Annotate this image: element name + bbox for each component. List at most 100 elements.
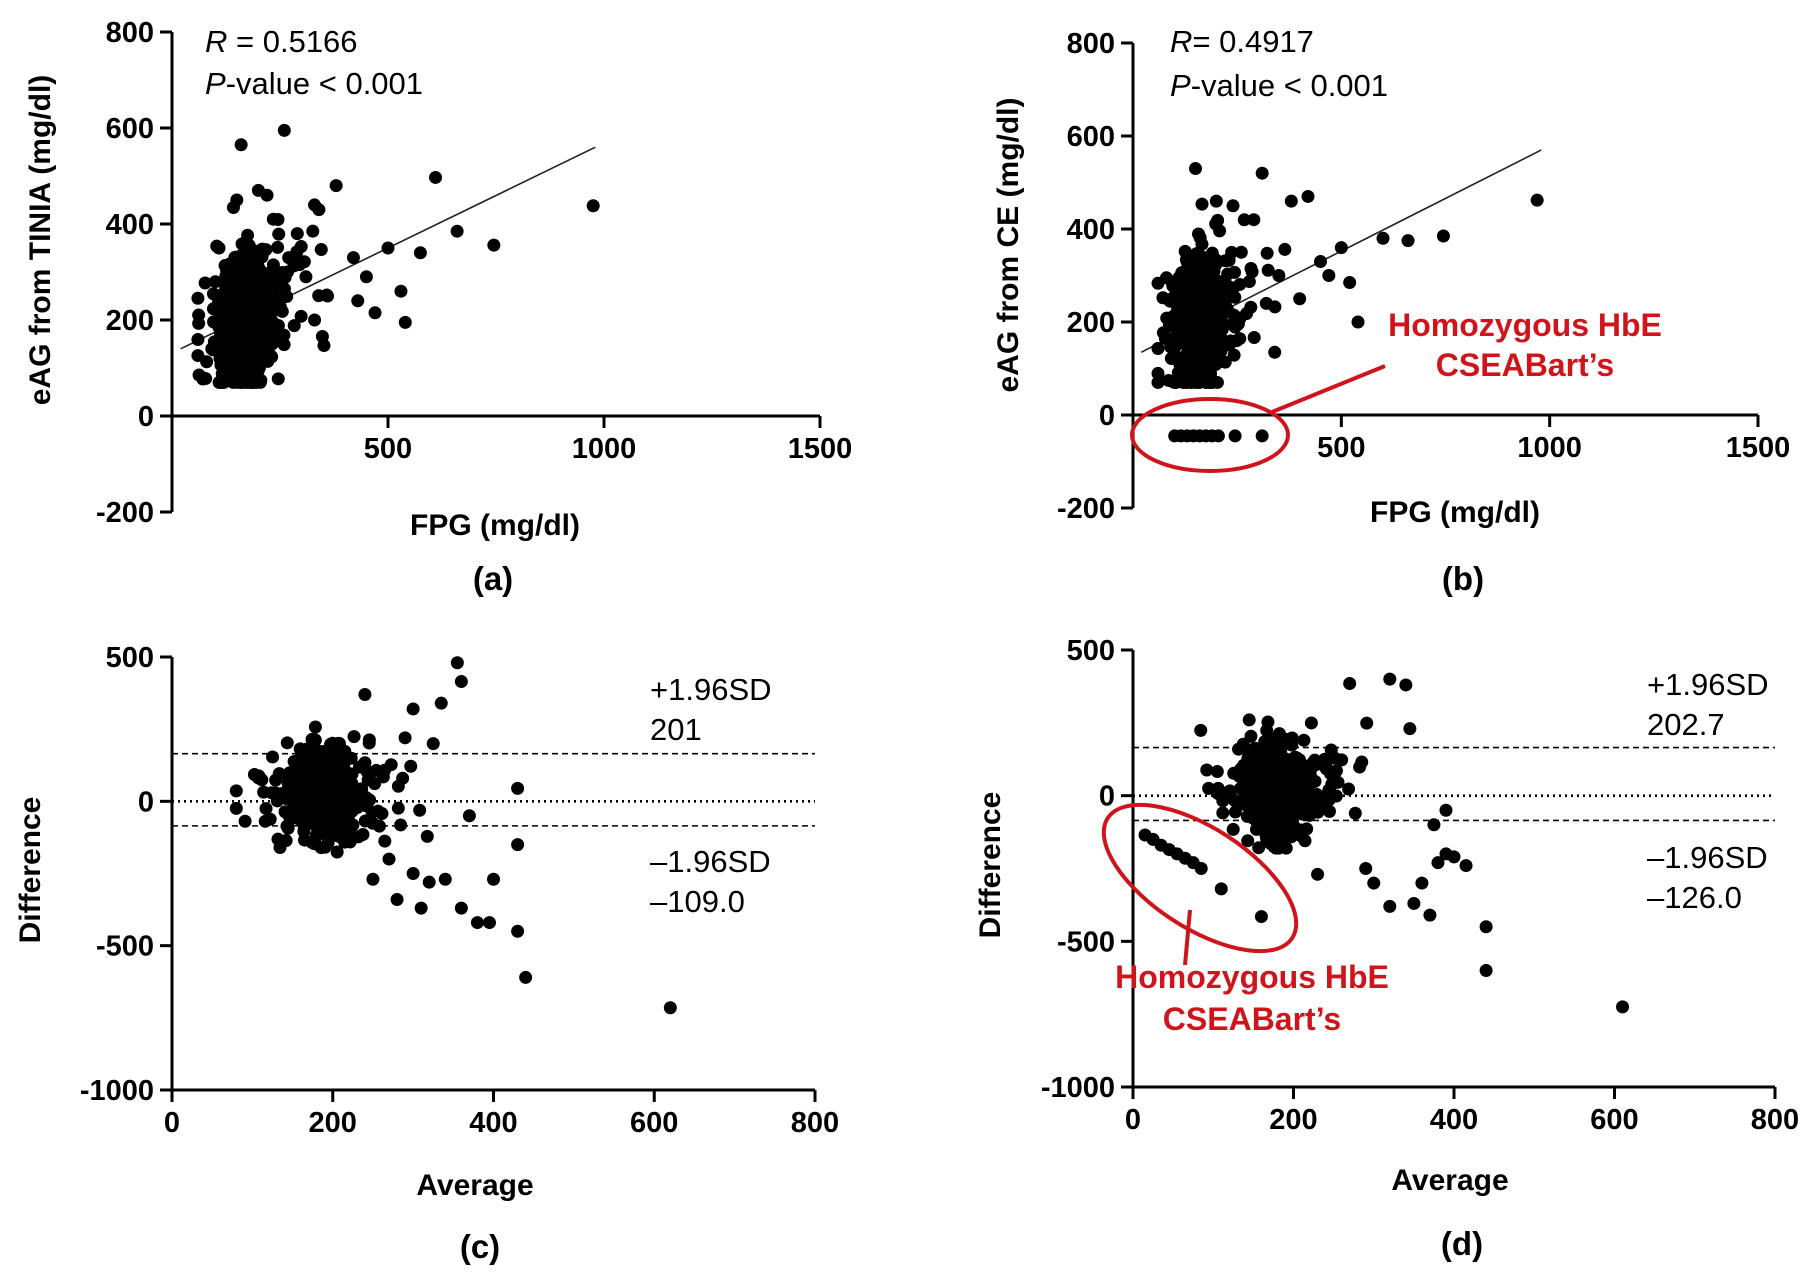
data-point <box>1233 770 1247 784</box>
data-point <box>1207 256 1221 270</box>
data-point <box>292 812 306 826</box>
data-point <box>372 819 386 833</box>
data-point <box>322 797 336 811</box>
data-point <box>306 224 320 238</box>
data-point <box>1210 765 1224 779</box>
data-point <box>278 270 292 284</box>
data-point <box>242 278 256 292</box>
data-point <box>1272 781 1286 795</box>
panel-d-outlier-ellipse <box>1101 802 1299 954</box>
data-point <box>1479 963 1493 977</box>
x-tick-label: 600 <box>630 1107 678 1139</box>
data-point <box>359 799 373 813</box>
data-point <box>1250 811 1264 825</box>
y-tick-label: 600 <box>106 113 154 145</box>
data-point <box>396 771 410 785</box>
data-point <box>323 826 337 840</box>
panel-b-y-label: eAG from CE (mg/dl) <box>992 97 1025 392</box>
data-point <box>259 243 273 257</box>
data-point <box>225 365 239 379</box>
data-point <box>1247 331 1261 345</box>
data-point <box>191 349 205 363</box>
panel-d-upper-limit-label: +1.96SD <box>1647 667 1769 702</box>
panel-d-x-axis: 0 200 400 600 800 <box>1125 1085 1799 1136</box>
data-point <box>338 776 352 790</box>
data-point <box>1278 242 1292 256</box>
data-point <box>381 241 395 255</box>
data-point <box>315 329 329 343</box>
data-point <box>1343 677 1357 691</box>
data-point <box>1237 758 1251 772</box>
data-point <box>1181 302 1195 316</box>
data-point <box>1216 806 1230 820</box>
y-tick-label: 0 <box>1099 781 1115 813</box>
data-point <box>454 675 468 689</box>
data-point <box>315 816 329 830</box>
y-tick-label: -200 <box>1057 493 1115 525</box>
data-point <box>1459 859 1473 873</box>
data-point <box>1189 162 1202 176</box>
data-point <box>1439 803 1453 817</box>
panel-d-x-label: Average <box>1391 1164 1508 1197</box>
data-point <box>1171 280 1185 294</box>
data-point <box>259 342 273 356</box>
y-tick-label: 200 <box>1067 307 1115 339</box>
data-point <box>511 838 525 852</box>
data-point <box>351 830 365 844</box>
data-point <box>1314 255 1327 269</box>
data-point <box>359 270 373 284</box>
data-point <box>243 287 257 301</box>
data-point <box>398 731 412 745</box>
data-point <box>1259 296 1273 310</box>
data-point <box>1299 805 1313 819</box>
data-point <box>1227 348 1241 362</box>
data-point <box>1268 345 1282 359</box>
data-point <box>299 270 313 284</box>
data-point <box>251 183 265 197</box>
data-point <box>1310 788 1324 802</box>
data-point <box>1367 876 1381 890</box>
data-point <box>1222 338 1236 352</box>
data-point <box>1195 197 1209 211</box>
data-point <box>1334 241 1348 255</box>
data-point <box>586 199 600 213</box>
panel-c-y-axis: -1000 -500 0 500 <box>80 642 174 1107</box>
panel-d-annotation-line-2: CSEABart’s <box>1163 1001 1341 1037</box>
data-point <box>366 872 380 886</box>
data-point <box>1241 834 1255 848</box>
data-point <box>376 770 390 784</box>
data-point <box>1234 245 1248 259</box>
data-point <box>1342 782 1356 796</box>
data-point <box>1179 354 1193 368</box>
panel-a-eag-tinia-vs-fpg: -200 0 200 400 600 800 500 1000 1500 R = 0.5166… <box>24 17 852 597</box>
x-tick-label: 1000 <box>572 433 637 465</box>
x-tick-label: 1500 <box>1726 432 1791 464</box>
data-point <box>337 764 351 778</box>
data-point <box>1151 375 1165 389</box>
data-point <box>282 251 296 265</box>
data-point <box>1297 733 1311 747</box>
data-point <box>1232 315 1246 329</box>
x-tick-label: 500 <box>1317 432 1365 464</box>
data-point <box>1284 194 1298 208</box>
data-point <box>1415 876 1429 890</box>
y-tick-label: 0 <box>1099 400 1115 432</box>
data-point <box>1195 237 1209 251</box>
panel-a-label: (a) <box>473 560 513 597</box>
data-point <box>1376 231 1390 245</box>
data-point <box>314 243 328 257</box>
data-point <box>1293 783 1307 797</box>
data-point <box>450 224 464 238</box>
data-point <box>429 170 443 184</box>
data-point <box>394 818 408 832</box>
data-point <box>266 258 280 272</box>
data-point <box>1283 809 1297 823</box>
data-point <box>260 316 274 330</box>
data-point <box>347 730 361 744</box>
data-point <box>358 814 372 828</box>
data-point <box>229 784 243 798</box>
data-point <box>1355 755 1369 769</box>
y-tick-label: 200 <box>106 305 154 337</box>
data-point <box>1252 841 1266 855</box>
data-point <box>1164 351 1178 365</box>
